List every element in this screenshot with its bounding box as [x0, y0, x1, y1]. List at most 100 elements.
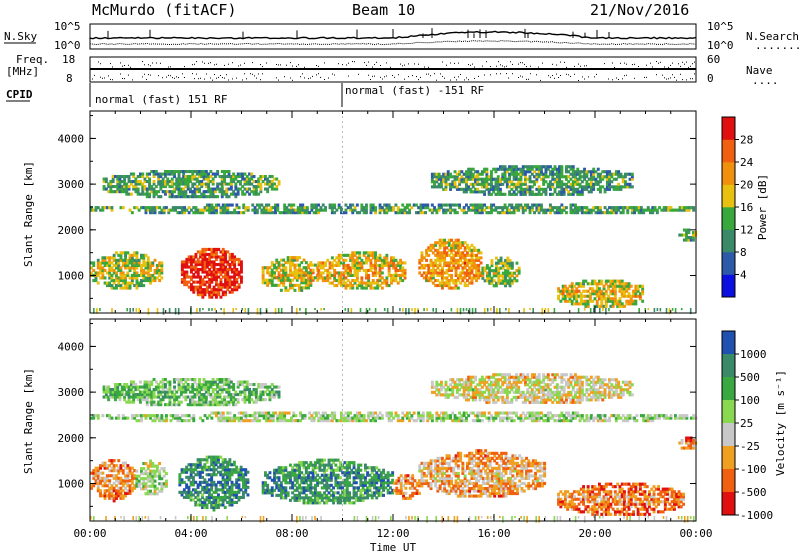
heatmap-cell	[452, 286, 456, 290]
heatmap-cell	[476, 180, 480, 184]
heatmap-cell	[198, 490, 202, 494]
heatmap-cell	[320, 473, 324, 477]
heatmap-cell	[186, 170, 190, 174]
heatmap-cell	[124, 273, 127, 277]
heatmap-cell	[508, 261, 512, 265]
heatmap-cell	[501, 281, 505, 285]
heatmap-cell	[245, 190, 249, 194]
heatmap-cell	[440, 182, 443, 186]
heatmap-cell	[232, 308, 234, 313]
heatmap-cell	[595, 294, 599, 298]
heatmap-cell	[466, 243, 469, 247]
heatmap-cell	[569, 182, 573, 186]
heatmap-cell	[207, 488, 211, 492]
heatmap-cell	[574, 182, 577, 186]
heatmap-cell	[349, 258, 352, 262]
heatmap-cell	[483, 308, 486, 314]
heatmap-cell	[155, 268, 159, 272]
heatmap-cell	[180, 270, 184, 274]
heatmap-cell	[199, 252, 202, 256]
heatmap-cell	[524, 187, 527, 191]
heatmap-cell	[237, 211, 241, 215]
heatmap-cell	[517, 180, 521, 184]
heatmap-cell	[112, 286, 116, 290]
heatmap-cell	[422, 276, 426, 280]
heatmap-cell	[462, 211, 466, 215]
heatmap-cell	[466, 261, 469, 265]
heatmap-cell	[223, 505, 227, 509]
heatmap-cell	[451, 185, 455, 189]
heatmap-cell	[526, 165, 530, 169]
heatmap-cell	[574, 208, 577, 212]
heatmap-cell	[434, 258, 438, 262]
heatmap-cell	[475, 271, 478, 275]
heatmap-cell	[187, 260, 191, 264]
heatmap-cell	[632, 299, 635, 303]
heatmap-cell	[139, 180, 142, 184]
heatmap-cell	[420, 256, 424, 260]
heatmap-cell	[351, 266, 355, 270]
heatmap-cell	[315, 211, 318, 215]
heatmap-cell	[445, 261, 449, 265]
heatmap-cell	[625, 284, 629, 288]
heatmap-cell	[598, 297, 601, 301]
heatmap-cell	[468, 308, 471, 315]
heatmap-cell	[286, 493, 290, 497]
heatmap-cell	[205, 505, 209, 509]
heatmap-cell	[605, 185, 609, 189]
nave-point	[386, 62, 387, 64]
heatmap-cell	[236, 187, 240, 191]
heatmap-cell	[317, 271, 321, 275]
nave-point	[244, 73, 245, 75]
heatmap-cell	[619, 185, 623, 189]
heatmap-cell	[143, 177, 147, 181]
heatmap-cell	[593, 297, 597, 301]
heatmap-cell	[176, 211, 180, 215]
heatmap-cell	[190, 288, 193, 292]
heatmap-cell	[474, 308, 477, 313]
heatmap-cell	[214, 458, 218, 462]
heatmap-cell	[228, 458, 232, 462]
heatmap-cell	[494, 185, 498, 189]
heatmap-cell	[220, 308, 222, 311]
heatmap-cell	[208, 260, 212, 264]
heatmap-cell	[275, 258, 279, 262]
heatmap-cell	[436, 248, 440, 252]
heatmap-cell	[104, 180, 108, 184]
heatmap-cell	[418, 261, 422, 265]
heatmap-cell	[194, 473, 198, 477]
heatmap-cell	[277, 273, 281, 277]
heatmap-cell	[307, 286, 310, 290]
heatmap-cell	[207, 175, 211, 179]
heatmap-cell	[583, 175, 586, 179]
heatmap-cell	[254, 192, 258, 196]
heatmap-cell	[205, 455, 209, 459]
heatmap-cell	[568, 294, 572, 298]
heatmap-cell	[396, 281, 400, 285]
heatmap-cell	[403, 273, 407, 277]
heatmap-cell	[365, 268, 368, 272]
heatmap-cell	[209, 187, 213, 191]
heatmap-cell	[140, 482, 143, 486]
heatmap-cell	[569, 185, 573, 189]
heatmap-cell	[254, 185, 258, 189]
heatmap-cell	[295, 466, 299, 470]
heatmap-cell	[117, 253, 121, 257]
heatmap-cell	[179, 182, 183, 186]
heatmap-cell	[234, 192, 238, 196]
heatmap-cell	[521, 206, 525, 210]
heatmap-cell	[214, 195, 217, 199]
heatmap-cell	[128, 466, 132, 470]
heatmap-cell	[226, 475, 229, 479]
heatmap-cell	[443, 238, 447, 242]
heatmap-cell	[178, 473, 182, 477]
heatmap-cell	[300, 286, 304, 290]
heatmap-cell	[114, 185, 117, 189]
heatmap-cell	[133, 273, 137, 277]
heatmap-cell	[485, 276, 489, 280]
heatmap-cell	[316, 483, 320, 487]
heatmap-cell	[99, 494, 102, 498]
heatmap-cell	[130, 486, 134, 490]
heatmap-cell	[260, 211, 264, 215]
heatmap-cell	[275, 261, 279, 265]
